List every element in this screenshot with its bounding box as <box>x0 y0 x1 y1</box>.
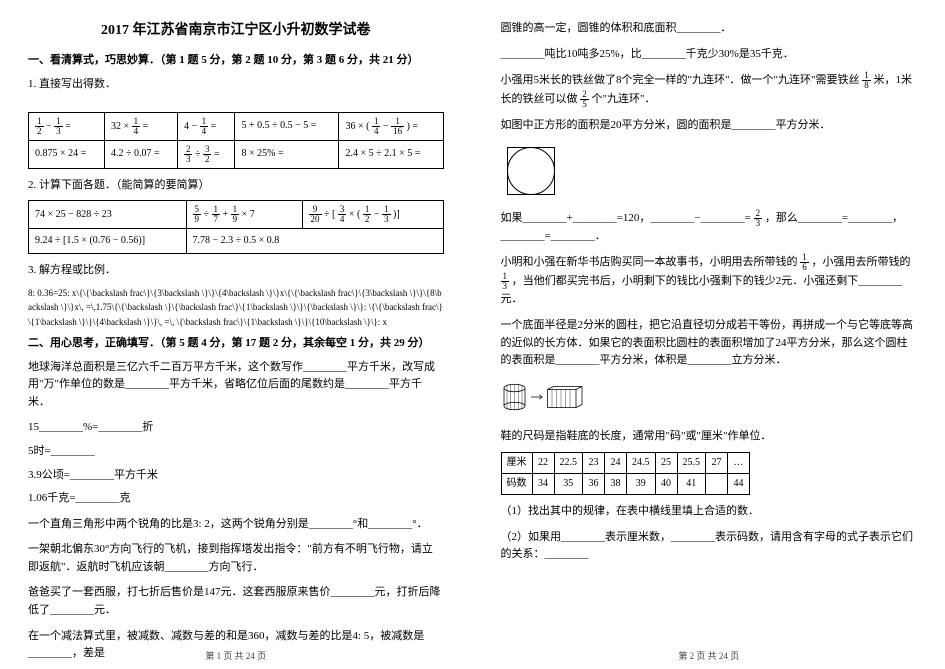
page-1-footer: 第 1 页 共 24 页 <box>0 649 472 663</box>
q-fill2: 5时=________ <box>28 443 444 461</box>
cell: 12 − 13 = <box>29 112 105 140</box>
table-row: 码数 34 35 36 38 39 40 41 44 <box>501 473 750 494</box>
cell: 23 ÷ 32 = <box>177 140 235 168</box>
row-header: 码数 <box>501 473 532 494</box>
q2-label: 2. 计算下面各题．（能简算的要简算） <box>28 177 444 195</box>
q-shoe-2: （2）如果用________表示厘米数，________表示码数，请用含有字母的… <box>501 529 918 564</box>
cell: 41 <box>677 473 706 494</box>
cell: 0.875 × 24 = <box>29 140 105 168</box>
cell: … <box>728 452 750 473</box>
q-shoe-1: （1）找出其中的规律，在表中横线里填上合适的数． <box>501 503 918 521</box>
cell: 59 ÷ 17 + 19 × 7 <box>186 201 302 229</box>
q-book: 小明和小强在新华书店购买同一本故事书，小明用去所带钱的 16 ，小强用去所带钱的… <box>501 253 918 309</box>
cell: 34 <box>532 473 554 494</box>
q-cyl: 一个底面半径是2分米的圆柱，把它沿直径切分成若干等份，再拼成一个与它等底等高的近… <box>501 317 918 370</box>
cell: 22 <box>532 452 554 473</box>
cell: 920 ÷ [ 34 × ( 12 − 13 )] <box>302 201 443 229</box>
cylinder-prism-diagram <box>501 380 591 414</box>
cell: 74 × 25 − 828 ÷ 23 <box>29 201 187 229</box>
q-fill4: 1.06千克=________克 <box>28 490 444 508</box>
doc-title: 2017 年江苏省南京市江宁区小升初数学试卷 <box>28 20 444 42</box>
q-plane: 一架朝北偏东30°方向飞行的飞机，接到指挥塔发出指令："前方有不明飞行物，请立即… <box>28 541 444 576</box>
cell: 36 × ( 14 − 116 ) = <box>339 112 443 140</box>
cell: 2.4 × 5 ÷ 2.1 × 5 = <box>339 140 443 168</box>
cell: 35 <box>554 473 583 494</box>
q-suit: 爸爸买了一套西服，打七折后售价是147元．这套西服原来售价________元，打… <box>28 584 444 619</box>
cell: 39 <box>627 473 656 494</box>
q-fill1: 15________%=________折 <box>28 419 444 437</box>
table-row: 厘米 22 22.5 23 24 24.5 25 25.5 27 … <box>501 452 750 473</box>
table-row: 12 − 13 = 32 × 14 = 4 − 14 = 5 + 0.5 ÷ 0… <box>29 112 444 140</box>
circle-in-square-diagram <box>501 141 561 201</box>
cell: 9.24 ÷ [1.5 × (0.76 − 0.56)] <box>29 229 187 254</box>
cell: 25.5 <box>677 452 706 473</box>
page-2: 圆锥的高一定，圆锥的体积和底面积________． ________吨比10吨多… <box>473 0 945 669</box>
cell: 44 <box>728 473 750 494</box>
cell: 4.2 ÷ 0.07 = <box>105 140 178 168</box>
cell: 4 − 14 = <box>177 112 235 140</box>
page-1: 2017 年江苏省南京市江宁区小升初数学试卷 一、看清算式，巧思妙算．（第 1 … <box>0 0 473 669</box>
q-square: 如图中正方形的面积是20平方分米，圆的面积是________平方分米． <box>501 117 918 135</box>
cell: 7.78 − 2.3 ÷ 0.5 × 0.8 <box>186 229 443 254</box>
cell: 22.5 <box>554 452 583 473</box>
q-wire: 小强用5米长的铁丝做了8个完全一样的"九连环"．做一个"九连环"需要铁丝 18 … <box>501 71 918 109</box>
q-earth: 地球海洋总面积是三亿六千二百万平方千米，这个数写作________平方千米，改写… <box>28 359 444 412</box>
cell: 38 <box>605 473 627 494</box>
page-2-footer: 第 2 页 共 24 页 <box>473 649 945 663</box>
q1-label: 1. 直接写出得数． <box>28 76 444 94</box>
q-fill3: 3.9公顷=________平方千米 <box>28 467 444 485</box>
cell: 5 + 0.5 ÷ 0.5 − 5 = <box>235 112 339 140</box>
section-1-head: 一、看清算式，巧思妙算．（第 1 题 5 分，第 2 题 10 分，第 3 题 … <box>28 52 444 70</box>
cell: 25 <box>655 452 677 473</box>
cell: 36 <box>583 473 605 494</box>
cell <box>706 473 728 494</box>
q-angle: 一个直角三角形中两个锐角的比是3: 2，这两个锐角分别是________°和__… <box>28 516 444 534</box>
cell: 8 × 25% = <box>235 140 339 168</box>
q-shoe-intro: 鞋的尺码是指鞋底的长度，通常用"码"或"厘米"作单位． <box>501 428 918 446</box>
table-row: 9.24 ÷ [1.5 × (0.76 − 0.56)] 7.78 − 2.3 … <box>29 229 444 254</box>
q-ton: ________吨比10吨多25%，比________千克少30%是35千克． <box>501 46 918 64</box>
cell: 23 <box>583 452 605 473</box>
table-shoe: 厘米 22 22.5 23 24 24.5 25 25.5 27 … 码数 34… <box>501 452 751 495</box>
table-q2: 74 × 25 − 828 ÷ 23 59 ÷ 17 + 19 × 7 920 … <box>28 200 444 254</box>
cell: 32 × 14 = <box>105 112 178 140</box>
q-cone: 圆锥的高一定，圆锥的体积和底面积________． <box>501 20 918 38</box>
cell: 24.5 <box>627 452 656 473</box>
q3-label: 3. 解方程或比例． <box>28 262 444 280</box>
cell: 24 <box>605 452 627 473</box>
section-2-head: 二、用心思考，正确填写．（第 5 题 4 分，第 17 题 2 分，其余每空 1… <box>28 335 444 353</box>
table-row: 0.875 × 24 = 4.2 ÷ 0.07 = 23 ÷ 32 = 8 × … <box>29 140 444 168</box>
table-row: 74 × 25 − 828 ÷ 23 59 ÷ 17 + 19 × 7 920 … <box>29 201 444 229</box>
q-ifplus: 如果________+________=120，________−_______… <box>501 209 918 246</box>
cell: 40 <box>655 473 677 494</box>
cell: 27 <box>706 452 728 473</box>
table-q1: 12 − 13 = 32 × 14 = 4 − 14 = 5 + 0.5 ÷ 0… <box>28 112 444 169</box>
q3-body: 8: 0.36=25: x\{\{\backslash frac\}\{3\ba… <box>28 286 444 329</box>
row-header: 厘米 <box>501 452 532 473</box>
